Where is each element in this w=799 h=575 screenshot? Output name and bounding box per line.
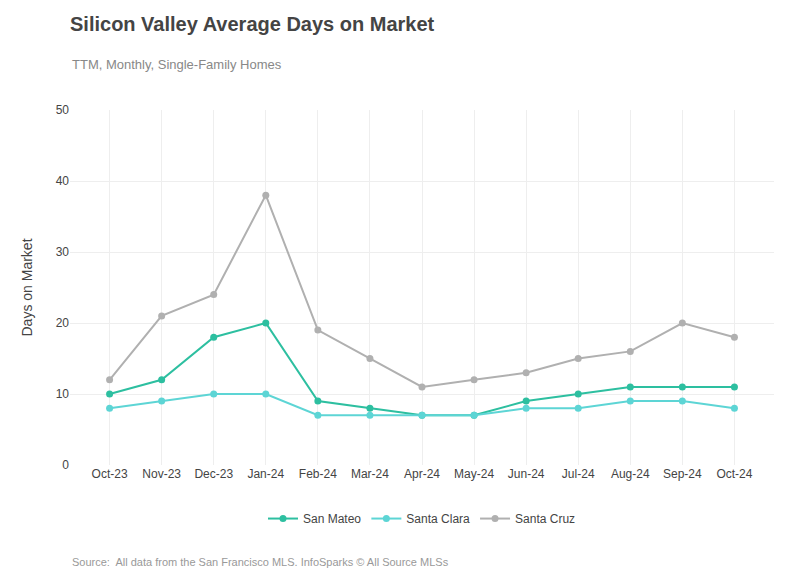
svg-text:Santa Cruz: Santa Cruz	[515, 512, 575, 526]
svg-text:Aug-24: Aug-24	[611, 467, 650, 481]
svg-text:Sep-24: Sep-24	[663, 467, 702, 481]
svg-text:San Mateo: San Mateo	[303, 512, 361, 526]
svg-text:Santa Clara: Santa Clara	[406, 512, 470, 526]
svg-text:Nov-23: Nov-23	[142, 467, 181, 481]
svg-text:May-24: May-24	[454, 467, 494, 481]
svg-text:Days on Market: Days on Market	[19, 238, 35, 336]
svg-text:10: 10	[56, 387, 70, 401]
svg-text:40: 40	[56, 174, 70, 188]
svg-text:0: 0	[62, 458, 69, 472]
svg-text:Mar-24: Mar-24	[351, 467, 389, 481]
svg-text:Jun-24: Jun-24	[508, 467, 545, 481]
svg-text:50: 50	[56, 103, 70, 117]
svg-text:20: 20	[56, 316, 70, 330]
svg-text:Feb-24: Feb-24	[299, 467, 337, 481]
svg-text:30: 30	[56, 245, 70, 259]
svg-text:Apr-24: Apr-24	[404, 467, 440, 481]
svg-text:Dec-23: Dec-23	[194, 467, 233, 481]
svg-text:Oct-23: Oct-23	[92, 467, 128, 481]
svg-text:Jul-24: Jul-24	[562, 467, 595, 481]
svg-text:Source: All data from the San: Source: All data from the San Francisco …	[72, 556, 449, 568]
svg-text:Jan-24: Jan-24	[247, 467, 284, 481]
svg-text:Oct-24: Oct-24	[716, 467, 752, 481]
svg-text:TTM, Monthly, Single-Family Ho: TTM, Monthly, Single-Family Homes	[72, 57, 282, 72]
svg-text:Silicon Valley Average Days on: Silicon Valley Average Days on Market	[70, 13, 435, 35]
